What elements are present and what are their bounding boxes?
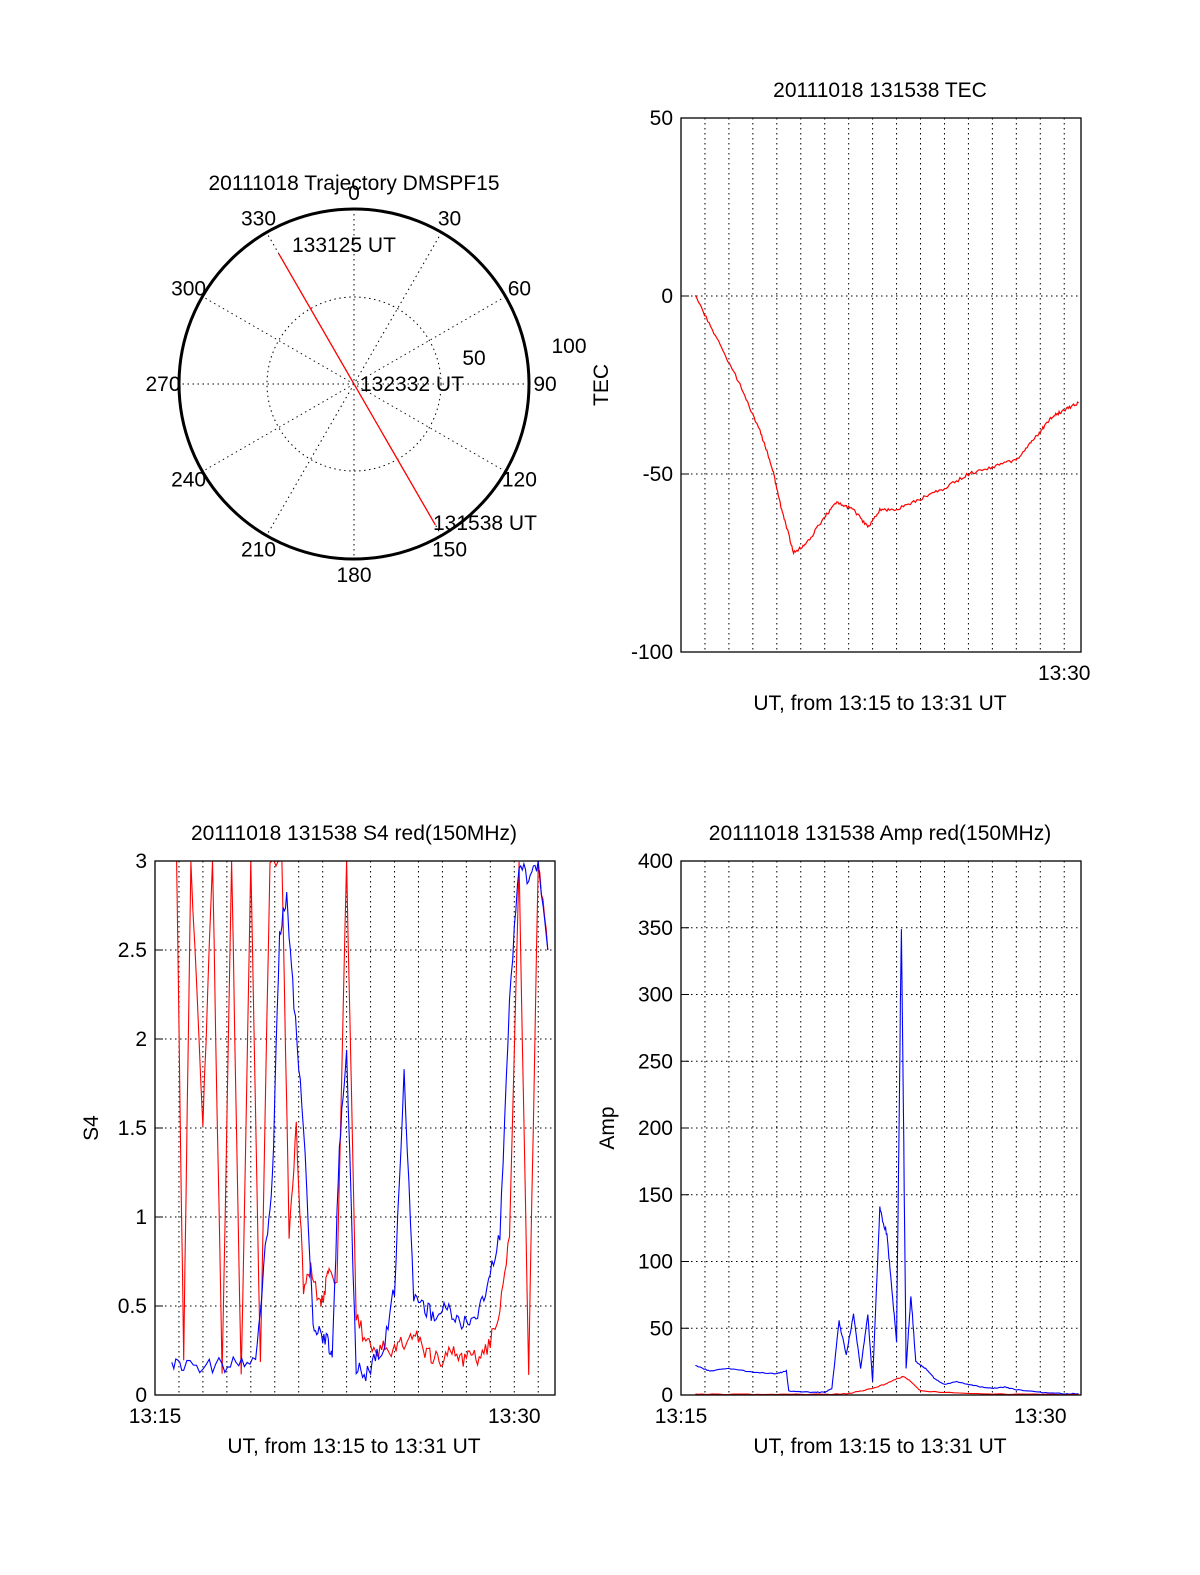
tec-y-tick-label: 50 xyxy=(650,107,673,130)
amp-series-1 xyxy=(695,1375,1079,1396)
tec-x-axis-label: UT, from 13:15 to 13:31 UT xyxy=(753,692,1006,715)
amp-x-axis-label: UT, from 13:15 to 13:31 UT xyxy=(753,1435,1006,1458)
polar-angle-labels: 0 30 60 90 120 150 180 210 240 270 300 330 xyxy=(145,182,556,587)
amp-y-tick-label: 250 xyxy=(638,1050,673,1073)
s4-y-tick-label: 0.5 xyxy=(118,1295,147,1318)
amp-panel: 20111018 131538 Amp red(150MHz) 400 350 30… xyxy=(596,822,1082,1458)
amp-y-axis-label: Amp xyxy=(596,1106,619,1149)
s4-grid xyxy=(155,861,555,1395)
amp-y-tick-label: 200 xyxy=(638,1117,673,1140)
s4-y-ticks: 3 2.5 2 1.5 1 0.5 0 xyxy=(118,850,163,1407)
s4-y-axis-label: S4 xyxy=(80,1115,103,1141)
s4-panel: 20111018 131538 S4 red(150MHz) 3 2.5 2 1.5 1… xyxy=(80,822,556,1458)
polar-angle-label: 330 xyxy=(241,208,276,231)
tec-y-tick-label: 0 xyxy=(661,285,673,308)
polar-angle-label: 60 xyxy=(508,278,531,301)
polar-angle-label: 210 xyxy=(241,538,276,561)
polar-angle-label: 30 xyxy=(438,208,461,231)
amp-y-tick-label: 50 xyxy=(650,1317,673,1340)
s4-series-0 xyxy=(176,860,549,1375)
tec-y-tick-label: -50 xyxy=(643,463,673,486)
tec-y-ticks: 50 0 -50 -100 xyxy=(631,107,689,664)
amp-series xyxy=(695,929,1079,1396)
polar-title: 20111018 Trajectory DMSPF15 xyxy=(208,172,499,195)
tec-x-tick-label: 13:30 xyxy=(1038,662,1091,685)
tec-y-axis-label: TEC xyxy=(590,364,613,406)
s4-x-ticks: 13:15 13:30 xyxy=(129,1405,541,1428)
polar-radial-label-100: 100 xyxy=(551,335,586,358)
polar-angle-label: 240 xyxy=(171,469,206,492)
s4-x-tick-label: 13:30 xyxy=(488,1405,541,1428)
trajectory-mid-label: 132332 UT xyxy=(360,373,464,396)
tec-grid xyxy=(681,118,1081,652)
amp-y-tick-label: 100 xyxy=(638,1251,673,1274)
trajectory-line xyxy=(278,253,436,526)
amp-grid xyxy=(681,861,1081,1395)
s4-y-tick-label: 1.5 xyxy=(118,1117,147,1140)
amp-y-ticks: 400 350 300 250 200 150 100 50 0 xyxy=(638,850,689,1407)
trajectory-end-label: 133125 UT xyxy=(292,234,396,257)
s4-y-tick-label: 0 xyxy=(135,1384,147,1407)
amp-title: 20111018 131538 Amp red(150MHz) xyxy=(709,822,1051,845)
s4-series xyxy=(171,860,549,1382)
tec-panel: 20111018 131538 TEC 50 0 -50 -100 13:30 TEC… xyxy=(590,79,1091,715)
s4-x-axis-label: UT, from 13:15 to 13:31 UT xyxy=(227,1435,480,1458)
polar-radial-label-50: 50 xyxy=(462,347,485,370)
s4-title: 20111018 131538 S4 red(150MHz) xyxy=(191,822,517,845)
amp-x-tick-label: 13:15 xyxy=(655,1405,708,1428)
polar-angle-label: 90 xyxy=(533,373,556,396)
tec-title: 20111018 131538 TEC xyxy=(773,79,987,102)
amp-y-tick-label: 400 xyxy=(638,850,673,873)
s4-y-tick-label: 2 xyxy=(135,1028,147,1051)
amp-y-tick-label: 0 xyxy=(661,1384,673,1407)
polar-angle-label: 300 xyxy=(171,278,206,301)
polar-angle-label: 0 xyxy=(348,182,360,205)
s4-series-1 xyxy=(171,860,549,1382)
amp-x-tick-label: 13:30 xyxy=(1014,1405,1067,1428)
s4-y-tick-label: 2.5 xyxy=(118,939,147,962)
tec-series-0 xyxy=(694,295,1079,556)
s4-y-tick-label: 1 xyxy=(135,1206,147,1229)
tec-plot-frame xyxy=(680,117,1082,653)
tec-series xyxy=(694,295,1079,556)
amp-y-tick-label: 350 xyxy=(638,917,673,940)
amp-series-0 xyxy=(695,929,1079,1395)
polar-trajectory-panel: 20111018 Trajectory DMSPF15 0 30 60 90 120 15… xyxy=(145,172,586,587)
s4-x-tick-label: 13:15 xyxy=(129,1405,182,1428)
polar-angle-label: 180 xyxy=(336,564,371,587)
polar-inner-ring xyxy=(266,296,442,472)
tec-y-tick-label: -100 xyxy=(631,641,673,664)
amp-y-tick-label: 300 xyxy=(638,984,673,1007)
s4-y-tick-label: 3 xyxy=(135,850,147,873)
polar-outer-circle xyxy=(177,207,531,561)
amp-x-ticks: 13:15 13:30 xyxy=(655,1405,1067,1428)
amp-y-tick-label: 150 xyxy=(638,1184,673,1207)
tec-x-ticks: 13:30 xyxy=(1038,662,1091,685)
polar-angle-label: 150 xyxy=(432,538,467,561)
trajectory-start-label: 131538 UT xyxy=(433,512,537,535)
polar-angle-label: 120 xyxy=(502,469,537,492)
polar-angle-label: 270 xyxy=(145,373,180,396)
